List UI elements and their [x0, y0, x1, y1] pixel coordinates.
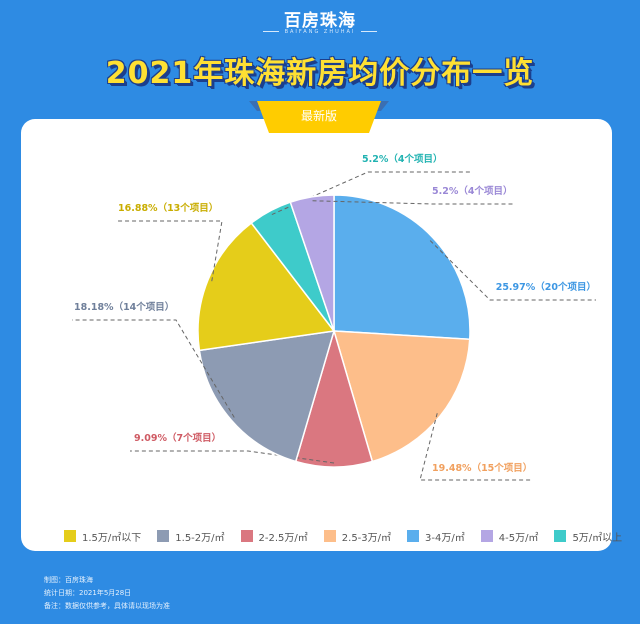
- pie-slice-label: 5.2%（4个项目）: [362, 153, 442, 165]
- legend-swatch: [323, 530, 336, 542]
- brand-logo-subtitle: BAIFANG ZHUHAI: [0, 29, 640, 35]
- pie-slice-label: 19.48%（15个项目）: [432, 462, 532, 474]
- legend-item: 2-2.5万/㎡: [240, 529, 308, 544]
- pie-slice: [197, 221, 336, 352]
- legend-swatch: [407, 530, 420, 542]
- legend-item: 1.5-2万/㎡: [157, 529, 225, 544]
- legend-swatch: [64, 530, 76, 542]
- legend-swatch: [554, 530, 567, 542]
- legend-swatch: [157, 530, 170, 542]
- pie-leader-line: [72, 319, 235, 418]
- pie-slice-label: 16.88%（13个项目）: [118, 202, 218, 214]
- pie-slice-label: 9.09%（7个项目）: [134, 432, 221, 444]
- legend-item: 4-5万/㎡: [480, 529, 539, 544]
- pie-leader-line: [429, 240, 596, 301]
- badge-label: 最新版: [300, 109, 337, 123]
- pie-slice-label: 18.18%（14个项目）: [74, 301, 174, 313]
- legend-item: 1.5万/㎡以下: [64, 529, 141, 544]
- pie-slice-label: 25.97%（20个项目）: [496, 281, 596, 293]
- badge-shape: [249, 101, 389, 133]
- pie-leader-line: [419, 413, 532, 481]
- legend-label: 1.5万/㎡以下: [82, 532, 142, 544]
- footer-producer: 制图：百房珠海: [44, 576, 93, 584]
- footer-remark: 备注：数据仅供参考，具体请以现场为准: [44, 602, 170, 610]
- legend-label: 2-2.5万/㎡: [258, 532, 308, 544]
- legend-item: 5万/㎡以上: [554, 529, 622, 544]
- legend-label: 3-4万/㎡: [425, 532, 465, 544]
- pie-leader-line: [130, 450, 335, 464]
- legend-swatch: [240, 530, 253, 542]
- chart-legend: 1.5万/㎡以下 1.5-2万/㎡ 2-2.5万/㎡ 2.5-3万/㎡ 3-4万/㎡ 4-…: [64, 528, 622, 544]
- footer-date: 统计日期：2021年5月28日: [44, 589, 132, 597]
- pie-leader-line: [118, 220, 223, 282]
- pie-leader-line: [312, 200, 514, 205]
- legend-label: 4-5万/㎡: [498, 532, 539, 544]
- page-title: 2021年珠海新房均价分布一览: [105, 56, 535, 91]
- edition-badge: 最新版: [249, 101, 389, 133]
- brand-logo: 百房珠海: [284, 11, 356, 31]
- legend-label: 1.5-2万/㎡: [175, 532, 225, 544]
- legend-item: 3-4万/㎡: [407, 529, 465, 544]
- pie-slice: [333, 194, 471, 341]
- pie-slice: [332, 330, 471, 463]
- legend-swatch: [480, 530, 493, 542]
- pie-slice: [289, 194, 335, 332]
- legend-label: 2.5-3万/㎡: [341, 532, 392, 544]
- footer-notes: 制图：百房珠海 统计日期：2021年5月28日 备注：数据仅供参考，具体请以现场…: [44, 574, 170, 613]
- legend-label: 5万/㎡以上: [572, 532, 623, 544]
- pie-slice-label: 5.2%（4个项目）: [432, 185, 512, 197]
- legend-item: 2.5-3万/㎡: [323, 529, 392, 544]
